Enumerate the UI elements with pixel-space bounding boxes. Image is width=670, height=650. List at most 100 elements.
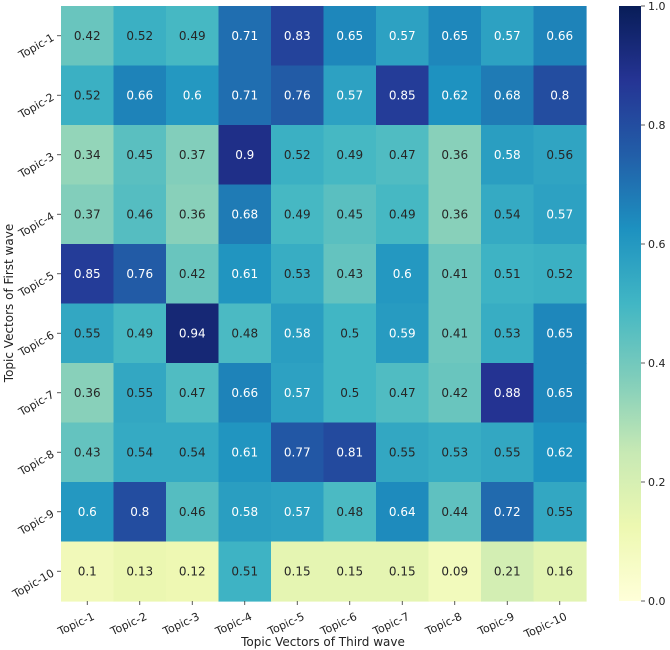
- heatmap-cell: [166, 482, 220, 543]
- cell-value-label: 0.41: [441, 267, 468, 281]
- cell-value-label: 0.58: [231, 505, 258, 519]
- heatmap-cell: [166, 244, 220, 305]
- x-tick-label: Topic-3: [160, 610, 201, 639]
- heatmap-cell: [113, 184, 167, 245]
- y-tick-label: Topic-9: [16, 507, 57, 538]
- cell-value-label: 0.44: [441, 505, 468, 519]
- colorbar-tick-label: 1.0: [648, 0, 666, 13]
- colorbar-tick-label: 0.6: [648, 238, 666, 251]
- cell-value-label: 0.77: [284, 445, 311, 459]
- cell-value-label: 0.36: [74, 386, 101, 400]
- heatmap-cell: [533, 6, 587, 67]
- heatmap-cell: [376, 482, 430, 543]
- cell-labels: 0.42 0.52 0.49 0.71 0.83 0.65 0.57 0.65 0.57 0.66…: [74, 29, 573, 579]
- cell-value-label: 0.52: [126, 29, 153, 43]
- cell-value-label: 0.48: [336, 505, 363, 519]
- cell-value-label: 0.47: [389, 386, 416, 400]
- heatmap-cell: [376, 184, 430, 245]
- cell-value-label: 0.76: [284, 88, 311, 102]
- heatmap-cell: [481, 303, 535, 364]
- heatmap-cell: [271, 65, 325, 126]
- heatmap-cell: [533, 244, 587, 305]
- y-tick-label: Topic-3: [16, 150, 57, 181]
- colorbar-gradient: [619, 6, 641, 601]
- heatmap-cells: [61, 6, 587, 602]
- heatmap-cell: [113, 422, 167, 483]
- cell-value-label: 0.48: [231, 326, 258, 340]
- cell-value-label: 0.15: [284, 564, 311, 578]
- heatmap-cell: [271, 125, 325, 186]
- y-axis-title: Topic Vectors of First wave: [2, 224, 16, 383]
- heatmap-cell: [481, 65, 535, 126]
- cell-value-label: 0.8: [550, 88, 569, 102]
- heatmap-cell: [271, 6, 325, 67]
- heatmap-cell: [376, 125, 430, 186]
- heatmap-cell: [428, 244, 482, 305]
- heatmap-cell: [218, 303, 272, 364]
- heatmap-cell: [481, 482, 535, 543]
- heatmap-cell: [218, 244, 272, 305]
- cell-value-label: 0.62: [441, 88, 468, 102]
- colorbar: 0.0 0.2 0.4 0.6 0.8 1.0: [619, 0, 666, 608]
- cell-value-label: 0.36: [441, 207, 468, 221]
- heatmap-cell: [113, 6, 167, 67]
- heatmap-cell: [481, 422, 535, 483]
- cell-value-label: 0.8: [130, 505, 149, 519]
- cell-value-label: 0.55: [389, 445, 416, 459]
- cell-value-label: 0.1: [78, 564, 97, 578]
- cell-value-label: 0.65: [441, 29, 468, 43]
- heatmap-cell: [428, 184, 482, 245]
- heatmap-cell: [323, 363, 377, 424]
- colorbar-tick-label: 0.8: [648, 119, 666, 132]
- cell-value-label: 0.37: [179, 148, 206, 162]
- heatmap-cell: [166, 541, 220, 602]
- heatmap-cell: [113, 363, 167, 424]
- cell-value-label: 0.41: [441, 326, 468, 340]
- cell-value-label: 0.42: [441, 386, 468, 400]
- cell-value-label: 0.64: [389, 505, 416, 519]
- cell-value-label: 0.54: [494, 207, 521, 221]
- y-axis-ticks: Topic-1 Topic-2 Topic-3 Topic-4 Topic-5 Topic…: [10, 31, 61, 601]
- heatmap-cell: [218, 65, 272, 126]
- cell-value-label: 0.72: [494, 505, 521, 519]
- heatmap-cell: [271, 482, 325, 543]
- colorbar-tick-label: 0.0: [648, 595, 666, 608]
- cell-value-label: 0.68: [494, 88, 521, 102]
- heatmap-cell: [428, 65, 482, 126]
- heatmap-cell: [533, 422, 587, 483]
- heatmap-cell: [61, 482, 115, 543]
- y-tick-label: Topic-1: [16, 31, 57, 62]
- cell-value-label: 0.49: [179, 29, 206, 43]
- y-tick-label: Topic-4: [16, 210, 57, 241]
- heatmap-cell: [533, 363, 587, 424]
- cell-value-label: 0.42: [179, 267, 206, 281]
- cell-value-label: 0.43: [336, 267, 363, 281]
- heatmap-cell: [323, 422, 377, 483]
- cell-value-label: 0.53: [494, 326, 521, 340]
- heatmap-cell: [323, 482, 377, 543]
- heatmap-cell: [218, 125, 272, 186]
- heatmap-cell: [533, 541, 587, 602]
- cell-value-label: 0.49: [389, 207, 416, 221]
- cell-value-label: 0.81: [336, 445, 363, 459]
- heatmap-cell: [428, 125, 482, 186]
- heatmap-cell: [428, 422, 482, 483]
- heatmap-cell: [218, 541, 272, 602]
- cell-value-label: 0.66: [546, 29, 573, 43]
- heatmap-cell: [533, 65, 587, 126]
- cell-value-label: 0.49: [126, 326, 153, 340]
- heatmap-cell: [166, 184, 220, 245]
- cell-value-label: 0.57: [546, 207, 573, 221]
- cell-value-label: 0.66: [126, 88, 153, 102]
- heatmap-cell: [61, 363, 115, 424]
- cell-value-label: 0.6: [78, 505, 97, 519]
- cell-value-label: 0.53: [284, 267, 311, 281]
- x-tick-label: Topic-2: [108, 610, 149, 639]
- cell-value-label: 0.43: [74, 445, 101, 459]
- cell-value-label: 0.85: [389, 88, 416, 102]
- cell-value-label: 0.66: [231, 386, 258, 400]
- cell-value-label: 0.52: [546, 267, 573, 281]
- heatmap-cell: [166, 422, 220, 483]
- heatmap-cell: [166, 363, 220, 424]
